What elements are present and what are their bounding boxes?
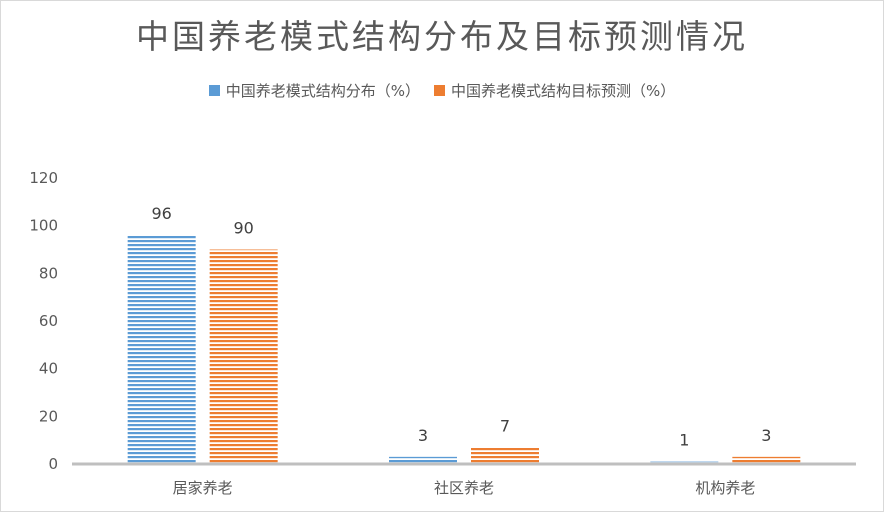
x-tick-label: 机构养老 bbox=[695, 479, 755, 497]
legend-swatch-series-2 bbox=[434, 85, 445, 96]
data-label: 3 bbox=[761, 426, 771, 445]
bar-2-2 bbox=[471, 447, 539, 464]
x-tick-label: 社区养老 bbox=[434, 479, 494, 497]
legend-item-series-1: 中国养老模式结构分布（%） bbox=[208, 80, 420, 101]
y-tick-label: 40 bbox=[39, 360, 58, 378]
bar-1-1 bbox=[127, 235, 196, 464]
data-label: 7 bbox=[500, 416, 510, 435]
data-label: 96 bbox=[151, 204, 171, 223]
data-label: 3 bbox=[418, 426, 428, 445]
bar-2-3 bbox=[732, 456, 801, 464]
chart-title: 中国养老模式结构分布及目标预测情况 bbox=[136, 17, 748, 56]
y-tick-label: 120 bbox=[29, 169, 58, 187]
bar-1-2 bbox=[389, 456, 457, 464]
y-tick-label: 100 bbox=[29, 217, 58, 235]
legend-label-series-1: 中国养老模式结构分布（%） bbox=[225, 82, 420, 100]
data-label: 90 bbox=[233, 219, 253, 238]
legend-item-series-2: 中国养老模式结构目标预测（%） bbox=[434, 80, 675, 101]
y-tick-label: 20 bbox=[39, 407, 58, 425]
y-tick-label: 0 bbox=[48, 455, 58, 473]
x-tick-label: 居家养老 bbox=[173, 479, 233, 497]
y-tick-label: 80 bbox=[39, 264, 58, 282]
legend-swatch-series-1 bbox=[208, 85, 220, 96]
data-label: 1 bbox=[679, 431, 689, 450]
y-tick-label: 60 bbox=[39, 312, 58, 330]
legend-label-series-2: 中国养老模式结构目标预测（%） bbox=[451, 82, 676, 100]
chart-legend: 中国养老模式结构分布（%） 中国养老模式结构目标预测（%） bbox=[0, 80, 884, 101]
bar-2-1 bbox=[209, 249, 278, 464]
